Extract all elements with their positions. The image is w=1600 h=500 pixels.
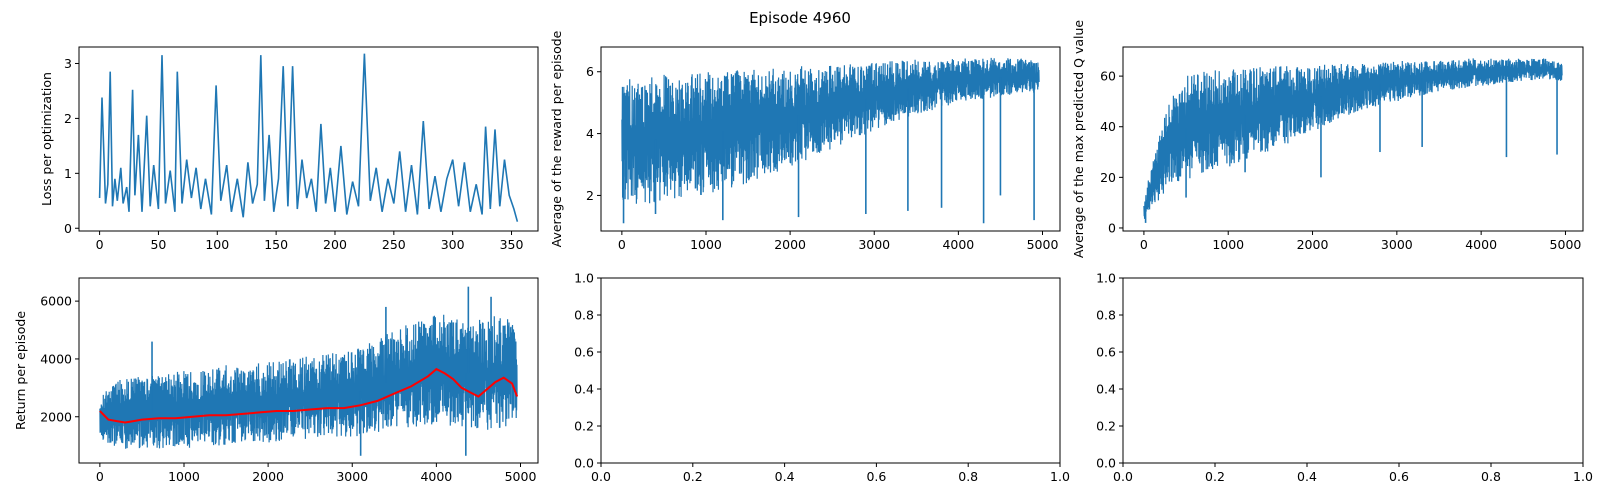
x-tick-label: 4000 (1465, 237, 1497, 252)
x-tick-label: 0.6 (1389, 469, 1409, 484)
x-tick-label: 300 (441, 237, 465, 252)
x-tick-label: 1.0 (1573, 469, 1593, 484)
axes-frame (78, 277, 539, 464)
y-tick-label: 0.6 (1096, 345, 1116, 360)
x-tick-label: 0 (96, 237, 104, 252)
figure-title: Episode 4960 (749, 9, 851, 27)
y-axis-label: Average of the reward per episode (549, 30, 564, 247)
y-tick-label: 0 (1108, 220, 1116, 235)
y-tick-label: 0.0 (574, 456, 594, 471)
x-tick-label: 0.8 (1481, 469, 1501, 484)
axes-frame (1122, 46, 1584, 232)
x-tick-label: 3000 (336, 469, 368, 484)
q-value-plot: 0 1000 2000 3000 4000 5000 0 20 40 60 Average of t… (1071, 20, 1584, 259)
x-tick-label: 0.6 (866, 469, 886, 484)
x-tick-label: 2000 (1297, 237, 1329, 252)
y-tick-label: 1.0 (574, 271, 594, 286)
data-layer (621, 57, 1040, 224)
y-tick-label: 0.6 (574, 345, 594, 360)
axes-frame (78, 46, 539, 232)
y-tick-label: 0.8 (574, 308, 594, 323)
x-tick-label: 0.0 (591, 469, 611, 484)
x-tick-label: 0 (1140, 237, 1148, 252)
data-layer (1143, 58, 1563, 223)
x-tick-label: 0.2 (1205, 469, 1225, 484)
x-tick-label: 5000 (1027, 237, 1059, 252)
loss-line (98, 53, 519, 222)
x-tick-label: 0.4 (1297, 469, 1317, 484)
y-tick-label: 4000 (40, 351, 72, 366)
y-tick-label: 0.8 (1096, 308, 1116, 323)
x-tick-label: 1000 (168, 469, 200, 484)
loss-plot: 0 50 100 150 200 250 300 350 0 1 2 3 Loss per optimi… (39, 46, 539, 252)
x-tick-label: 200 (323, 237, 347, 252)
series-trace (621, 57, 1040, 204)
series-trace (1143, 58, 1563, 219)
x-tick-label: 2000 (774, 237, 806, 252)
reward-plot: 0 1000 2000 3000 4000 5000 2 4 6 Average of the r… (549, 30, 1061, 252)
y-axis-label: Average of the max predicted Q value (1071, 20, 1086, 259)
y-tick-label: 2 (64, 111, 72, 126)
axes-frame (600, 277, 1061, 464)
y-tick-label: 60 (1100, 69, 1116, 84)
moving-average-line (99, 367, 519, 424)
empty-plot-1: 0.0 0.2 0.4 0.6 0.8 1.0 0.0 0.2 0.4 0.6 0.8 1.0 (574, 271, 1070, 485)
x-tick-label: 100 (205, 237, 229, 252)
x-tick-label: 0.0 (1113, 469, 1133, 484)
y-tick-label: 20 (1100, 170, 1116, 185)
x-tick-label: 0.2 (683, 469, 703, 484)
y-tick-label: 0.4 (574, 382, 594, 397)
y-tick-label: 4 (586, 126, 594, 141)
y-tick-label: 1.0 (1096, 271, 1116, 286)
y-tick-label: 0.2 (574, 419, 594, 434)
y-tick-label: 6 (586, 64, 594, 79)
y-tick-label: 6000 (40, 294, 72, 309)
x-tick-label: 4000 (420, 469, 452, 484)
x-tick-label: 1.0 (1050, 469, 1070, 484)
y-tick-label: 0.2 (1096, 419, 1116, 434)
y-axis-label: Loss per optimization (39, 72, 54, 206)
x-tick-label: 2000 (252, 469, 284, 484)
x-tick-label: 1000 (690, 237, 722, 252)
x-tick-label: 3000 (1381, 237, 1413, 252)
x-tick-label: 350 (500, 237, 524, 252)
x-tick-label: 5000 (1550, 237, 1582, 252)
axes-frame (1122, 277, 1584, 464)
axes-frame (600, 46, 1061, 232)
x-tick-label: 0 (618, 237, 626, 252)
x-tick-label: 150 (264, 237, 288, 252)
x-tick-label: 250 (382, 237, 406, 252)
x-tick-label: 0 (96, 469, 104, 484)
x-tick-label: 0.8 (958, 469, 978, 484)
data-layer (98, 53, 519, 222)
y-tick-label: 40 (1100, 119, 1116, 134)
y-tick-label: 2 (586, 188, 594, 203)
x-tick-label: 50 (150, 237, 166, 252)
x-tick-label: 0.4 (775, 469, 795, 484)
y-tick-label: 0.4 (1096, 382, 1116, 397)
y-tick-label: 1 (64, 166, 72, 181)
y-tick-label: 0.0 (1096, 456, 1116, 471)
x-tick-label: 4000 (942, 237, 974, 252)
x-tick-label: 1000 (1212, 237, 1244, 252)
return-plot: 0 1000 2000 3000 4000 5000 2000 4000 6000 Return … (13, 277, 539, 484)
y-tick-label: 3 (64, 56, 72, 71)
data-layer (99, 286, 519, 456)
x-tick-label: 3000 (858, 237, 890, 252)
y-tick-label: 0 (64, 221, 72, 236)
y-tick-label: 2000 (40, 409, 72, 424)
empty-plot-2: 0.0 0.2 0.4 0.6 0.8 1.0 0.0 0.2 0.4 0.6 0.8 1.0 (1096, 271, 1593, 485)
x-tick-label: 5000 (505, 469, 537, 484)
series-trace (99, 314, 518, 449)
y-axis-label: Return per episode (13, 311, 28, 430)
